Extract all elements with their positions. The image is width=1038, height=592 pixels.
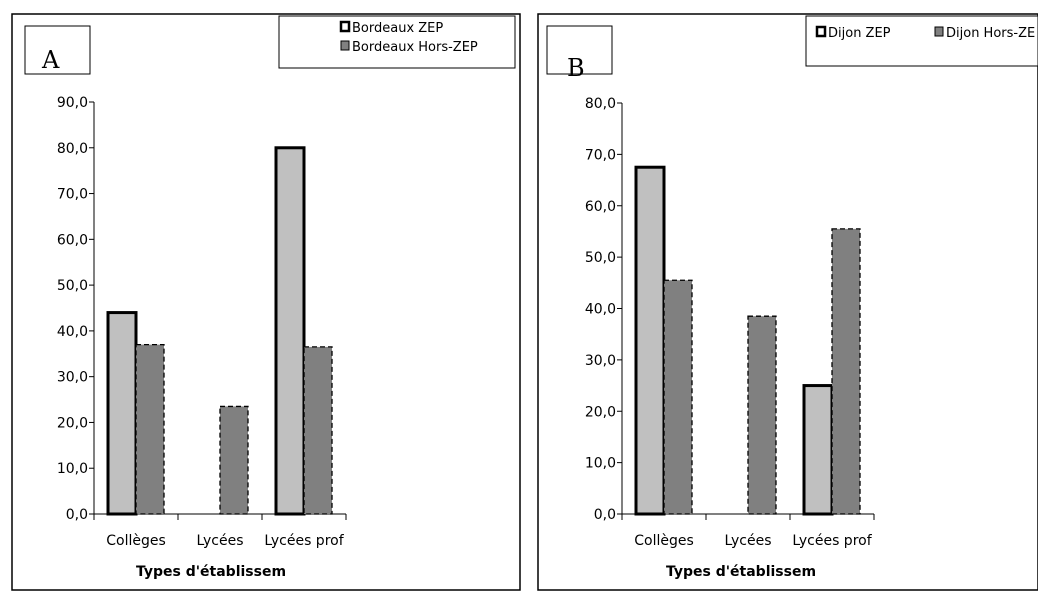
y-tick-label: 40,0 <box>585 302 616 318</box>
y-tick-label: 90,0 <box>57 95 88 111</box>
legend-swatch <box>340 40 350 51</box>
y-tick-label: 30,0 <box>57 370 88 386</box>
y-tick-label: 60,0 <box>585 199 616 215</box>
x-category-label: Collèges <box>106 533 166 549</box>
x-category-label: Lycées prof <box>792 533 872 549</box>
y-tick-label: 80,0 <box>585 96 616 112</box>
chart-panel-a: A Types d'établissem 0,0 10,0 20,0 30,0 40,0… <box>11 13 521 591</box>
legend-swatch <box>815 25 827 38</box>
panel-a-legend-box <box>278 15 516 69</box>
panel-a-x-axis-title: Types d'établissem <box>136 564 286 580</box>
bar-hors-zep <box>747 315 777 515</box>
y-tick-label: 20,0 <box>57 415 88 431</box>
panel-a-letter-box <box>24 25 91 75</box>
bar-zep <box>634 165 666 516</box>
y-tick-label: 70,0 <box>57 187 88 203</box>
bar-hors-zep <box>663 279 693 515</box>
y-tick-label: 60,0 <box>57 232 88 248</box>
panel-b-legend-box <box>805 15 1038 67</box>
y-tick-label: 10,0 <box>57 461 88 477</box>
legend-swatch <box>934 26 944 37</box>
bar-zep <box>274 146 306 516</box>
x-category-label: Lycées <box>196 533 243 549</box>
legend-swatch <box>339 20 351 33</box>
legend-label: Dijon Hors-ZE <box>946 26 1035 41</box>
y-tick-label: 0,0 <box>594 507 616 523</box>
y-tick-label: 80,0 <box>57 141 88 157</box>
y-tick-label: 50,0 <box>585 250 616 266</box>
panel-b-letter-box <box>546 25 613 75</box>
legend-label: Bordeaux Hors-ZEP <box>352 40 478 55</box>
y-tick-label: 50,0 <box>57 278 88 294</box>
x-category-label: Collèges <box>634 533 694 549</box>
x-category-label: Lycées prof <box>264 533 344 549</box>
legend-label: Dijon ZEP <box>828 26 891 41</box>
y-tick-label: 10,0 <box>585 456 616 472</box>
bar-zep <box>106 311 138 516</box>
panel-b-border <box>537 13 1038 591</box>
panel-a-letter: A <box>41 46 60 74</box>
y-tick-label: 0,0 <box>66 507 88 523</box>
y-tick-label: 20,0 <box>585 404 616 420</box>
y-tick-label: 40,0 <box>57 324 88 340</box>
y-tick-label: 30,0 <box>585 353 616 369</box>
chart-panel-b: B Types d'établissem 0,0 10,0 20,0 30,0 40,0… <box>537 13 1038 591</box>
bar-hors-zep <box>303 346 333 515</box>
legend-label: Bordeaux ZEP <box>352 21 443 36</box>
panel-b-letter: B <box>567 54 585 82</box>
panel-b-x-axis-title: Types d'établissem <box>666 564 816 580</box>
bar-hors-zep <box>219 405 249 515</box>
x-category-label: Lycées <box>724 533 771 549</box>
bar-hors-zep <box>831 228 861 515</box>
bar-zep <box>802 384 834 516</box>
panel-a-border <box>11 13 521 591</box>
bar-hors-zep <box>135 343 165 515</box>
y-tick-label: 70,0 <box>585 147 616 163</box>
